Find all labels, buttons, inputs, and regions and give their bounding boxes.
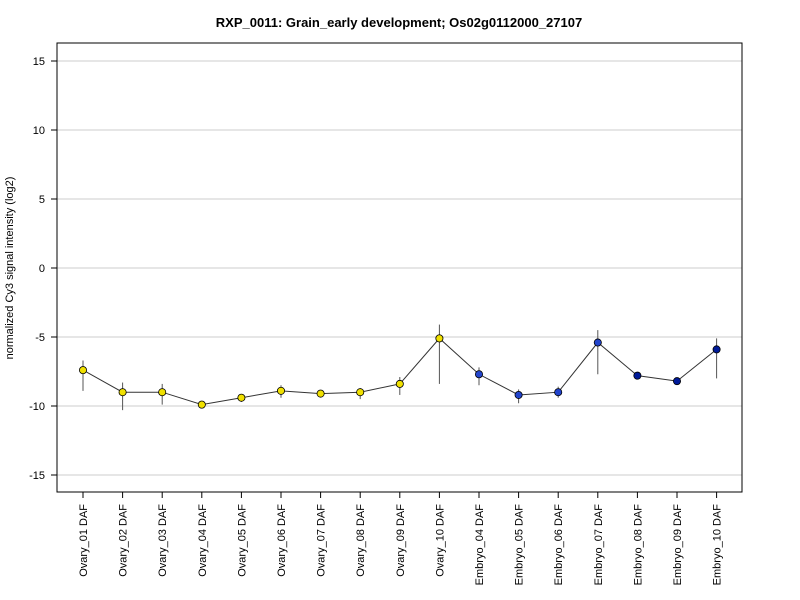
data-point (673, 377, 682, 386)
x-tick-label: Ovary_09 DAF (395, 504, 407, 577)
x-tick-label: Ovary_08 DAF (355, 504, 367, 577)
x-tick-label: Ovary_10 DAF (434, 504, 446, 577)
y-tick-label: 5 (39, 194, 45, 206)
y-tick-label: -15 (29, 470, 45, 482)
x-tick-label: Embryo_07 DAF (593, 504, 605, 586)
y-axis: -15 -10 -5 0 5 10 15 (29, 56, 57, 482)
series-group (79, 324, 721, 411)
x-tick-label: Embryo_05 DAF (514, 504, 526, 586)
data-point (237, 393, 246, 402)
x-tick-label: Ovary_04 DAF (197, 504, 209, 577)
data-point (474, 370, 483, 379)
data-point (554, 388, 563, 397)
x-tick-label: Embryo_06 DAF (553, 504, 565, 586)
plot-frame (56, 42, 743, 493)
grid (57, 60, 742, 476)
y-tick-label: 0 (39, 263, 45, 275)
data-point (197, 400, 206, 409)
data-point (514, 390, 523, 399)
x-tick-label: Ovary_03 DAF (157, 504, 169, 577)
x-tick-label: Ovary_01 DAF (78, 504, 90, 577)
data-point (276, 386, 285, 395)
x-tick-label: Embryo_10 DAF (712, 504, 724, 586)
x-tick-label: Ovary_02 DAF (118, 504, 130, 577)
data-point (712, 345, 721, 354)
x-tick-label: Embryo_04 DAF (474, 504, 486, 586)
data-point (79, 366, 88, 375)
y-tick-label: -5 (35, 332, 45, 344)
x-axis: Ovary_01 DAF Ovary_02 DAF Ovary_03 DAF Ovar… (78, 492, 724, 585)
x-tick-label: Embryo_08 DAF (632, 504, 644, 586)
x-tick-label: Ovary_07 DAF (316, 504, 328, 577)
data-point (316, 389, 325, 398)
y-tick-label: -10 (29, 401, 45, 413)
data-point (633, 371, 642, 380)
x-tick-label: Ovary_06 DAF (276, 504, 288, 577)
y-tick-label: 15 (33, 56, 45, 68)
chart-title: RXP_0011: Grain_early development; Os02g… (216, 15, 582, 30)
data-point (158, 388, 167, 397)
data-point (118, 388, 127, 397)
y-tick-label: 10 (33, 125, 45, 137)
data-point (395, 379, 404, 388)
y-axis-label: normalized Cy3 signal intensity (log2) (4, 177, 16, 360)
data-point (593, 338, 602, 347)
data-point (356, 388, 365, 397)
x-tick-label: Ovary_05 DAF (236, 504, 248, 577)
data-point (435, 334, 444, 343)
x-tick-label: Embryo_09 DAF (672, 504, 684, 586)
